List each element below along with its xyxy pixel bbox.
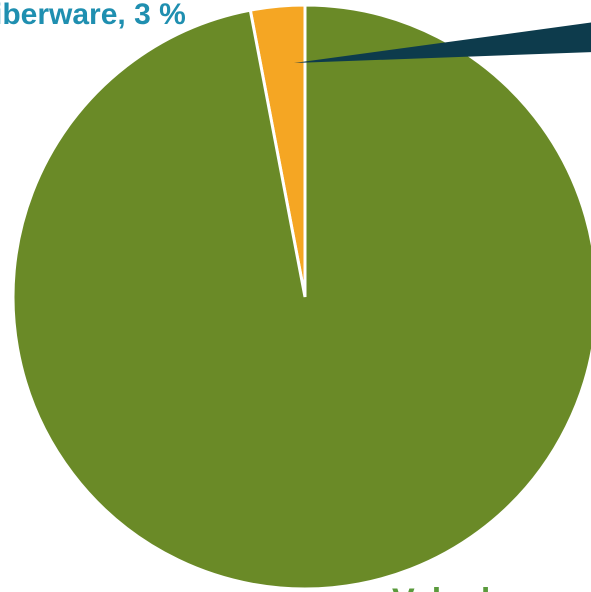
pie-slices xyxy=(11,3,591,591)
slice-label-large: Veluch… xyxy=(392,582,536,592)
callout-leader-line xyxy=(294,22,591,63)
slice-label-small: iberware, 3 % xyxy=(0,0,186,31)
pie-slice-large xyxy=(11,3,591,591)
